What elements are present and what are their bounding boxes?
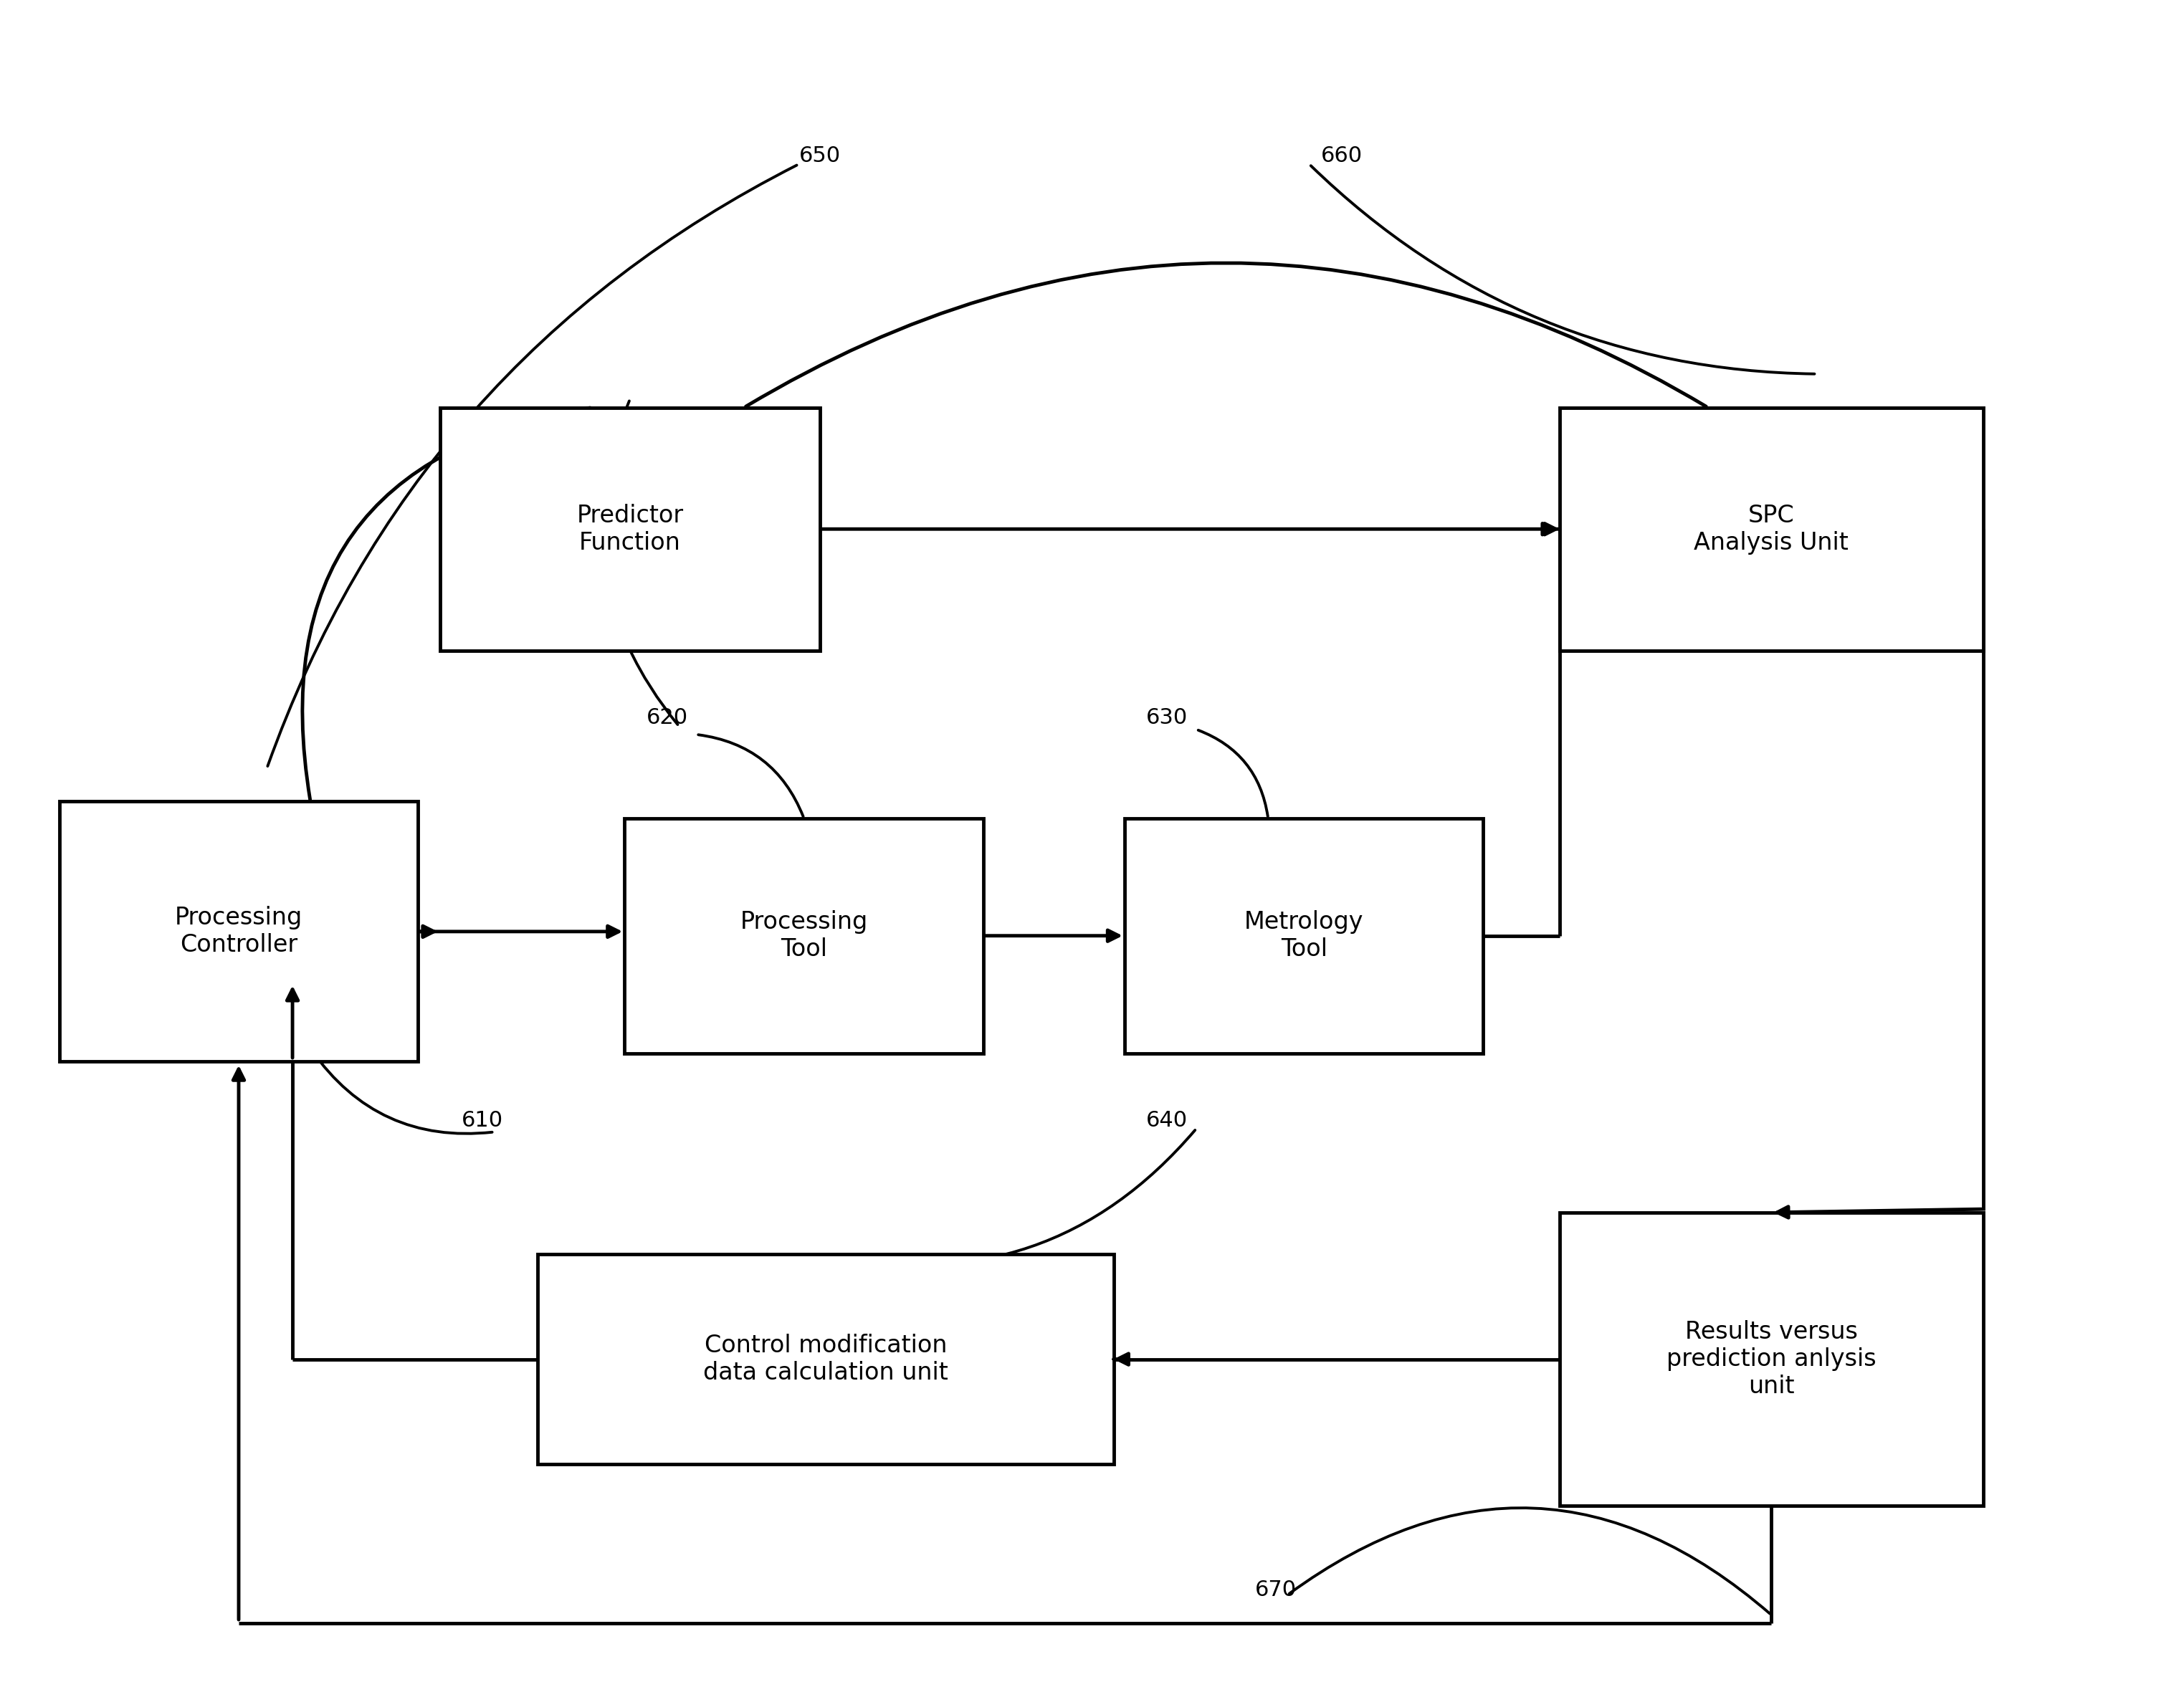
- Text: Metrology
Tool: Metrology Tool: [1245, 911, 1363, 962]
- Text: 670: 670: [1256, 1579, 1297, 1601]
- Text: Predictor
Function: Predictor Function: [577, 503, 684, 555]
- FancyArrowPatch shape: [1199, 730, 1267, 817]
- Text: 650: 650: [799, 145, 841, 167]
- FancyArrowPatch shape: [1289, 1508, 1769, 1614]
- Bar: [1559, 1213, 1983, 1506]
- Text: Processing
Controller: Processing Controller: [175, 906, 304, 957]
- Text: 660: 660: [1321, 145, 1363, 167]
- FancyArrowPatch shape: [1310, 165, 1815, 375]
- Text: 630: 630: [1147, 707, 1188, 729]
- FancyArrowPatch shape: [603, 402, 677, 725]
- FancyArrowPatch shape: [699, 736, 804, 817]
- FancyArrowPatch shape: [828, 1130, 1195, 1265]
- FancyArrowPatch shape: [269, 165, 797, 766]
- Bar: [537, 1255, 1114, 1464]
- Text: Control modification
data calculation unit: Control modification data calculation un…: [703, 1334, 948, 1385]
- Bar: [1125, 818, 1483, 1053]
- Bar: [439, 408, 821, 651]
- Text: SPC
Analysis Unit: SPC Analysis Unit: [1695, 503, 1848, 555]
- Text: 620: 620: [646, 707, 688, 729]
- Bar: [1559, 408, 1983, 651]
- Text: Results versus
prediction anlysis
unit: Results versus prediction anlysis unit: [1666, 1319, 1876, 1399]
- FancyArrowPatch shape: [747, 263, 1706, 407]
- Text: 640: 640: [1147, 1110, 1188, 1130]
- Bar: [59, 801, 417, 1061]
- Text: Processing
Tool: Processing Tool: [740, 911, 867, 962]
- Bar: [625, 818, 983, 1053]
- FancyArrowPatch shape: [301, 408, 590, 800]
- Text: 610: 610: [461, 1110, 502, 1130]
- FancyArrowPatch shape: [312, 1049, 491, 1134]
